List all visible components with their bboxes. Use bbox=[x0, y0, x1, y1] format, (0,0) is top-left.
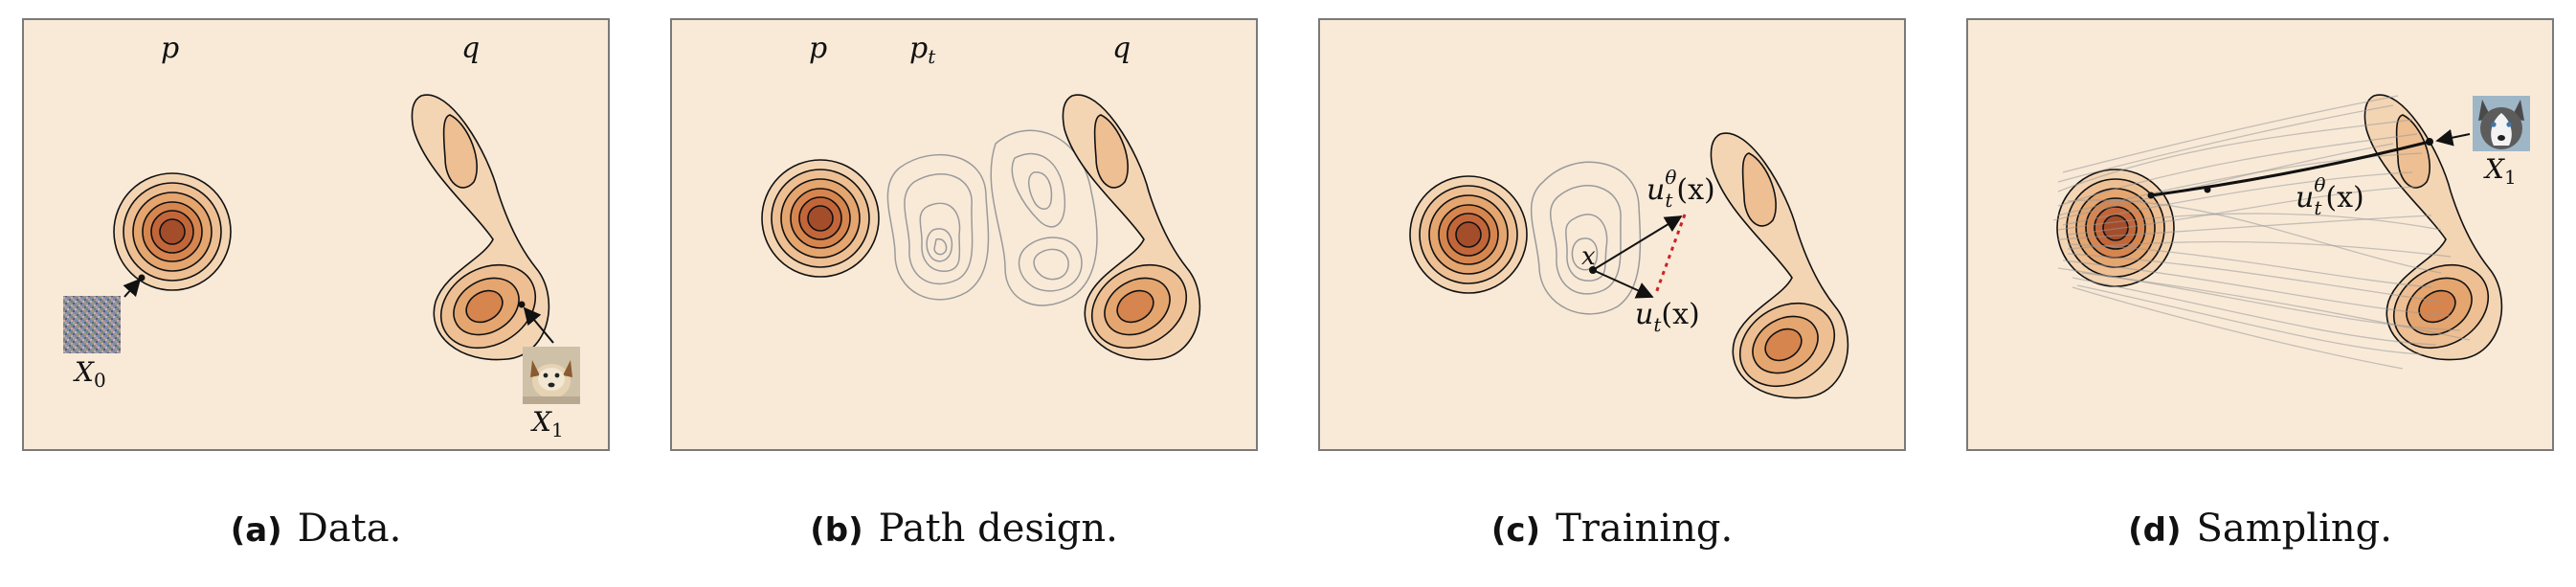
sample-trajectory bbox=[2150, 140, 2430, 197]
label-u-theta: utθ(x) bbox=[2296, 173, 2364, 219]
caption-d: (d) Sampling. bbox=[2128, 507, 2392, 551]
intermediate-distribution-1 bbox=[886, 153, 990, 301]
x0-point bbox=[138, 274, 146, 282]
label-q: q bbox=[1112, 32, 1131, 65]
panel-a: p q X0 X1 (a) Data. bbox=[22, 18, 610, 551]
source-distribution bbox=[761, 159, 880, 278]
label-q: q bbox=[461, 32, 480, 65]
target-distribution bbox=[1710, 132, 1849, 399]
model-velocity-arrow bbox=[1592, 215, 1683, 271]
panel-b: p pt q (b) Path design. bbox=[670, 18, 1258, 551]
label-x: x bbox=[1581, 242, 1596, 271]
sampling-trajectories bbox=[2052, 95, 2471, 370]
label-x1: X1 bbox=[530, 406, 564, 441]
intermediate-distribution bbox=[1530, 161, 1642, 315]
x1-arrow bbox=[2435, 128, 2471, 147]
panel-d: X1 utθ(x) (d) Sampling. bbox=[1966, 18, 2554, 551]
trajectory-end-point bbox=[2426, 138, 2433, 146]
label-u: ut(x) bbox=[1635, 298, 1700, 336]
x0-arrow bbox=[123, 278, 142, 298]
label-u-theta: utθ(x) bbox=[1646, 166, 1715, 212]
label-p: p bbox=[809, 32, 827, 65]
x1-point bbox=[518, 301, 526, 308]
caption-a: (a) Data. bbox=[231, 507, 402, 551]
panel-b-frame bbox=[670, 18, 1258, 451]
trajectory-start-point bbox=[2147, 192, 2155, 199]
target-velocity-arrow bbox=[1592, 269, 1654, 299]
label-pt: pt bbox=[909, 32, 936, 68]
x1-arrow bbox=[523, 306, 554, 344]
caption-c: (c) Training. bbox=[1491, 507, 1733, 551]
label-p: p bbox=[161, 32, 179, 65]
source-distribution bbox=[113, 172, 232, 291]
label-x1: X1 bbox=[2483, 153, 2517, 189]
velocity-difference-line bbox=[1654, 214, 1687, 294]
label-x0: X0 bbox=[73, 356, 106, 392]
panel-a-frame bbox=[22, 18, 610, 451]
husky-image bbox=[2473, 96, 2530, 151]
target-distribution bbox=[411, 94, 550, 361]
dog-image bbox=[523, 347, 580, 404]
noise-image bbox=[63, 296, 121, 353]
trajectory-mid-point bbox=[2204, 186, 2211, 193]
source-distribution bbox=[1409, 175, 1528, 294]
intermediate-distribution-2 bbox=[990, 129, 1098, 306]
caption-b: (b) Path design. bbox=[810, 507, 1118, 551]
target-distribution bbox=[1062, 94, 1201, 361]
panel-c: x utθ(x) ut(x) (c) Training. bbox=[1318, 18, 1906, 551]
